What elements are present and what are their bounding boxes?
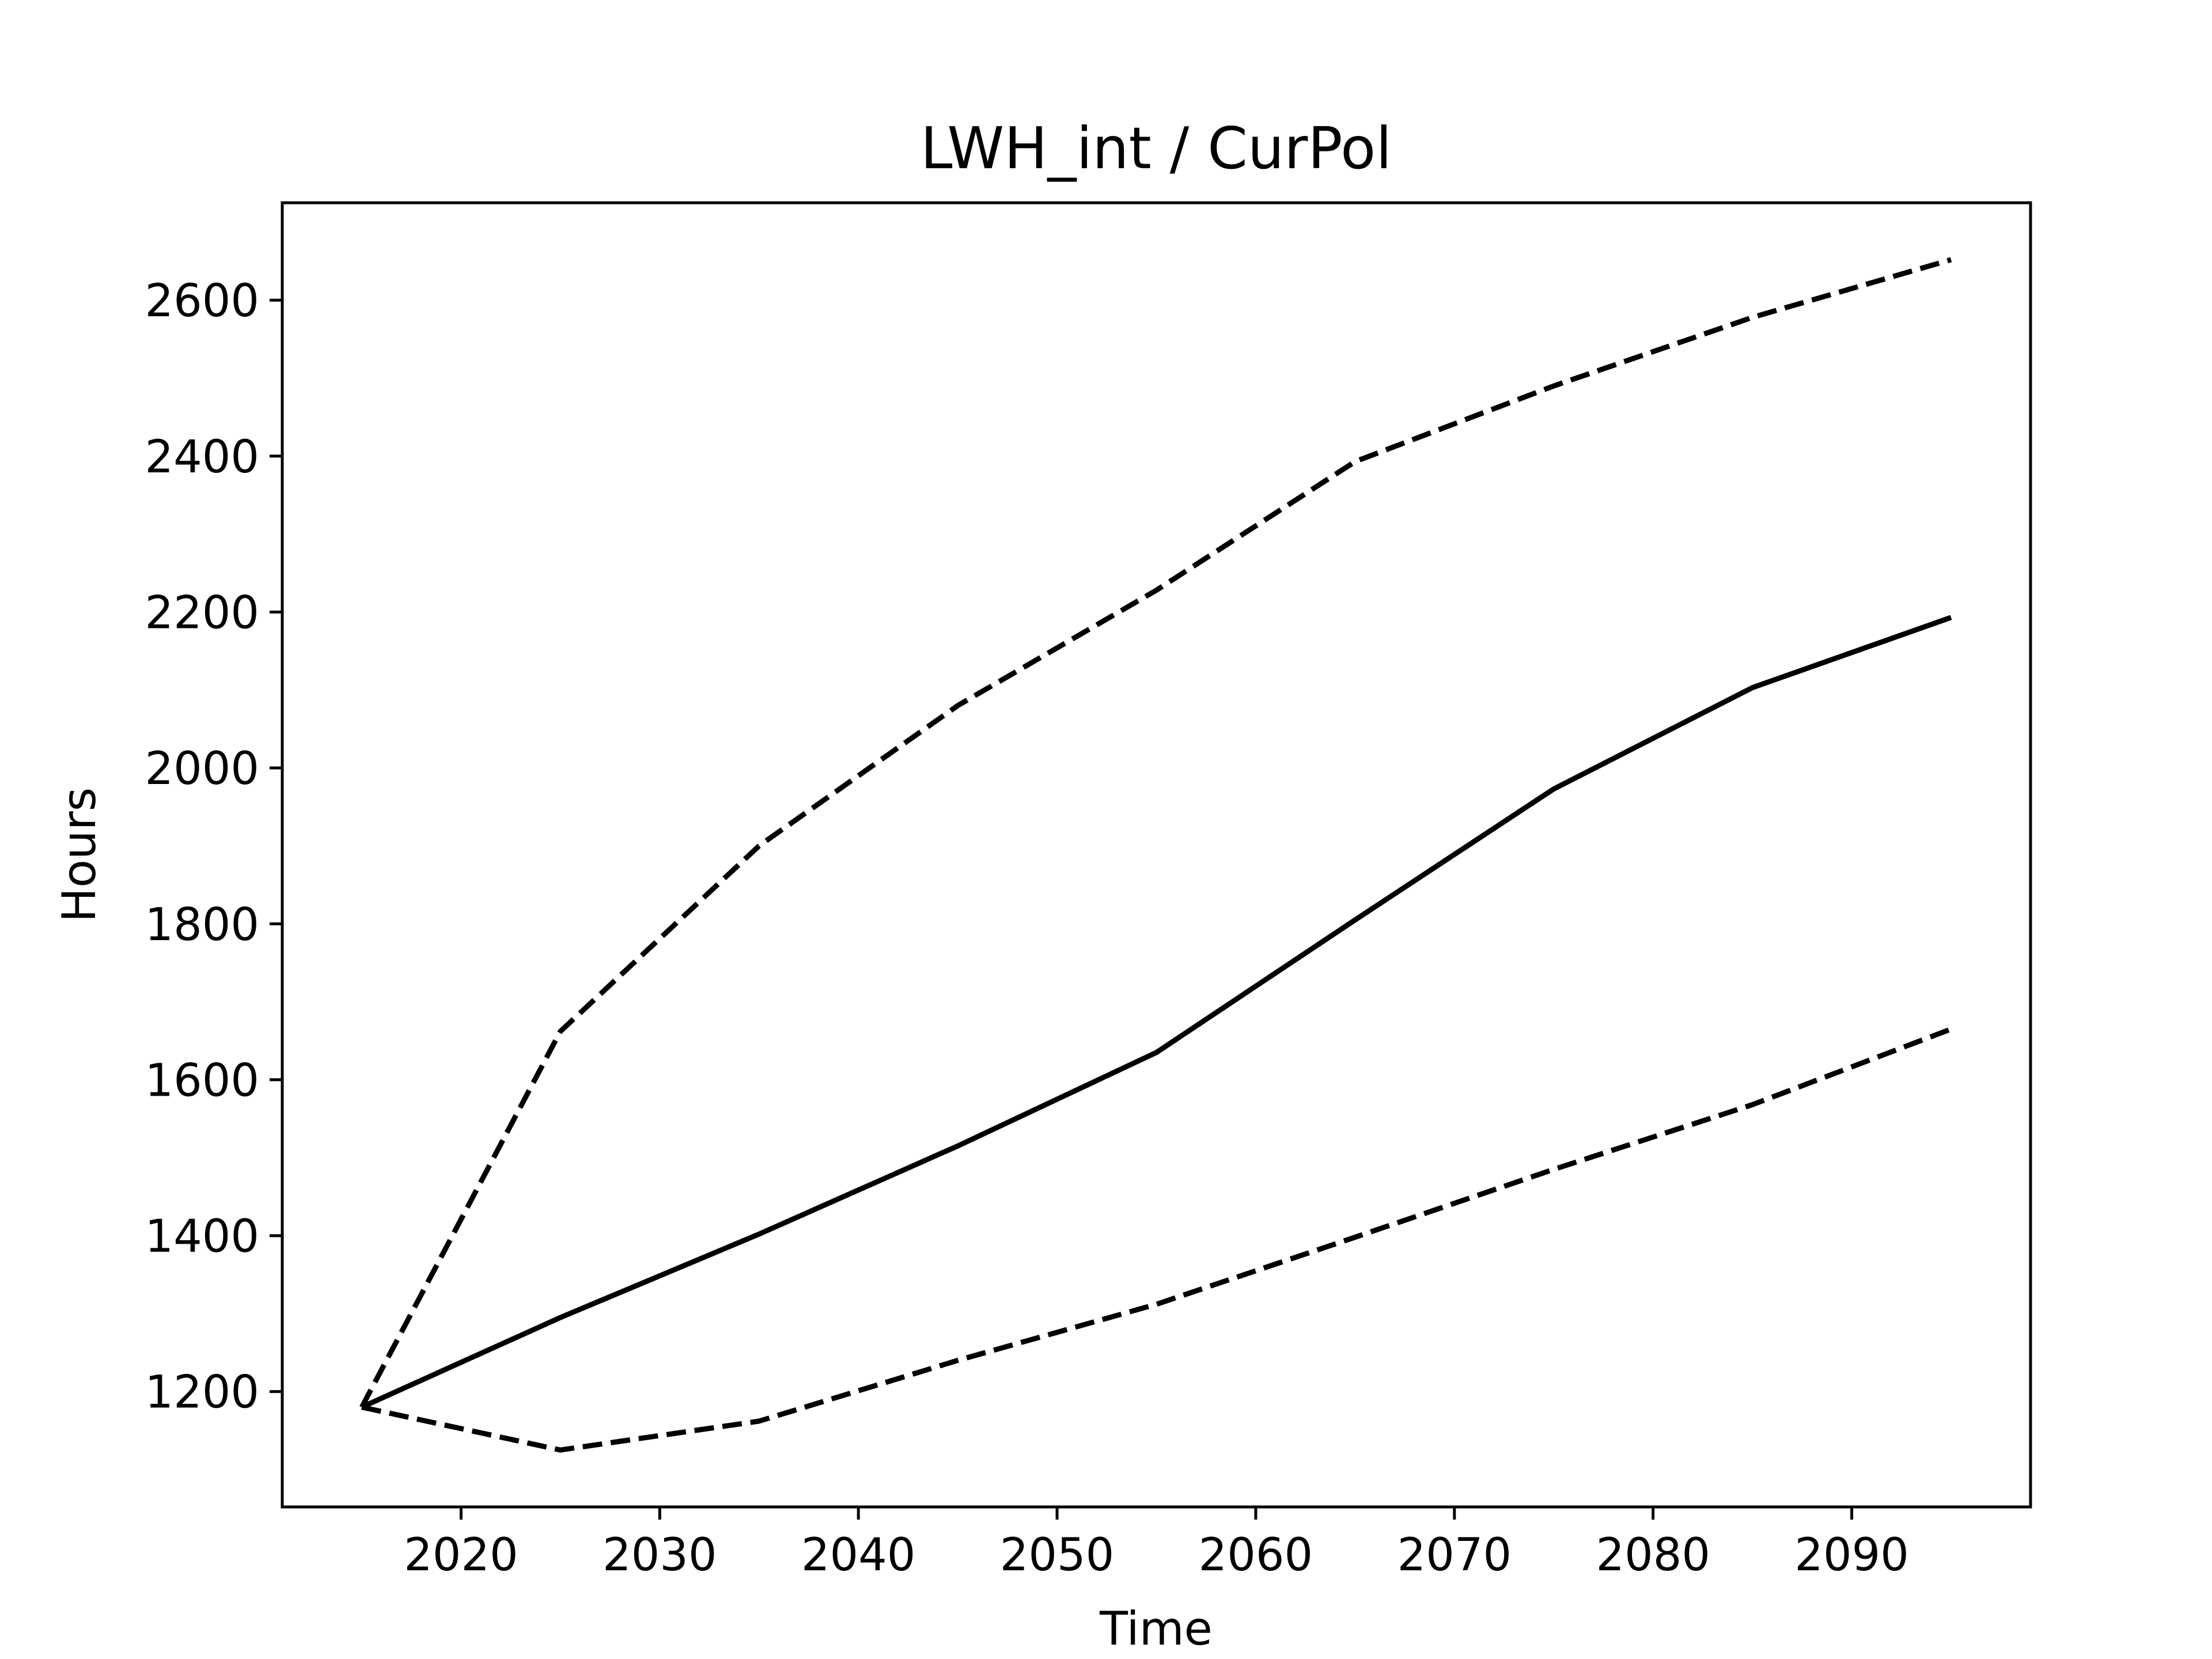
x-axis-label: Time (1099, 1602, 1213, 1656)
solid-series-line-1 (361, 615, 1952, 1410)
y-tick-label: 2000 (145, 743, 259, 795)
x-tick-label: 2070 (1397, 1529, 1512, 1581)
dashed-series-line-0 (359, 257, 1952, 1408)
x-tick-label: 2050 (1000, 1529, 1115, 1581)
dashed-series-line-2 (361, 1027, 1952, 1453)
x-tick-label: 2040 (801, 1529, 916, 1581)
y-tick-label: 1400 (145, 1211, 259, 1263)
x-tick-label: 2020 (404, 1529, 518, 1581)
y-tick-label: 2200 (145, 587, 259, 639)
y-tick-label: 2400 (145, 431, 259, 483)
chart-title: LWH_int / CurPol (921, 115, 1392, 182)
y-tick-label: 1600 (145, 1055, 259, 1107)
x-tick-label: 2030 (603, 1529, 717, 1581)
x-tick-label: 2060 (1199, 1529, 1313, 1581)
x-tick-label: 2080 (1596, 1529, 1710, 1581)
x-axis: 2020 2030 2040 2050 2060 2070 2080 2090 (404, 1507, 1909, 1581)
y-axis-label: Hours (52, 787, 106, 922)
y-tick-label: 1800 (145, 899, 259, 951)
y-axis: 1200 1400 1600 1800 2000 2200 2400 2600 (145, 275, 282, 1419)
series-layer (359, 257, 1952, 1453)
x-tick-label: 2090 (1794, 1529, 1909, 1581)
y-tick-label: 2600 (145, 275, 259, 327)
plot-frame (281, 201, 2032, 1509)
y-tick-label: 1200 (145, 1367, 259, 1419)
